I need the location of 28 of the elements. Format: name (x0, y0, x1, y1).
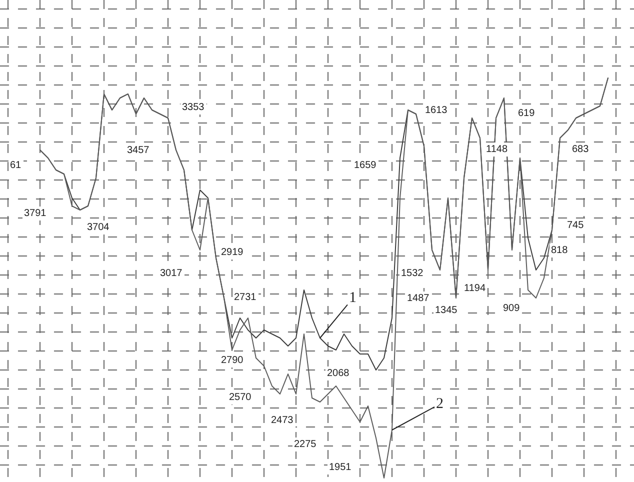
annotation: 2731 (234, 292, 257, 303)
annotation: 1345 (435, 305, 458, 316)
annotation: 3704 (87, 222, 110, 233)
series-label: 1 (349, 290, 356, 306)
annotation: 3791 (24, 208, 47, 219)
text: 61 (10, 160, 22, 171)
annotation: 1613 (425, 105, 448, 116)
annotation: 3353 (182, 102, 205, 113)
annotation: 1148 (486, 144, 508, 155)
annotation: 1194 (464, 283, 486, 294)
annotation: 1487 (407, 293, 430, 304)
annotation: 2275 (294, 439, 317, 450)
annotation: 2790 (221, 355, 244, 366)
annotation: 745 (567, 220, 584, 231)
annotation: 2473 (271, 415, 294, 426)
annotation: 3457 (127, 145, 150, 156)
annotation: 3017 (160, 268, 183, 279)
annotation: 909 (503, 303, 520, 314)
annotation: 2919 (221, 247, 244, 258)
annotation: 2068 (327, 368, 350, 379)
annotation: 1532 (401, 268, 424, 279)
annotation: 619 (518, 108, 536, 119)
annotation: 818 (551, 245, 568, 256)
annotation: 1951 (329, 462, 352, 473)
annotation: 2570 (229, 392, 252, 403)
text: 2 (436, 396, 444, 412)
annotation: 683 (572, 144, 590, 155)
annotation: 1659 (354, 160, 377, 171)
